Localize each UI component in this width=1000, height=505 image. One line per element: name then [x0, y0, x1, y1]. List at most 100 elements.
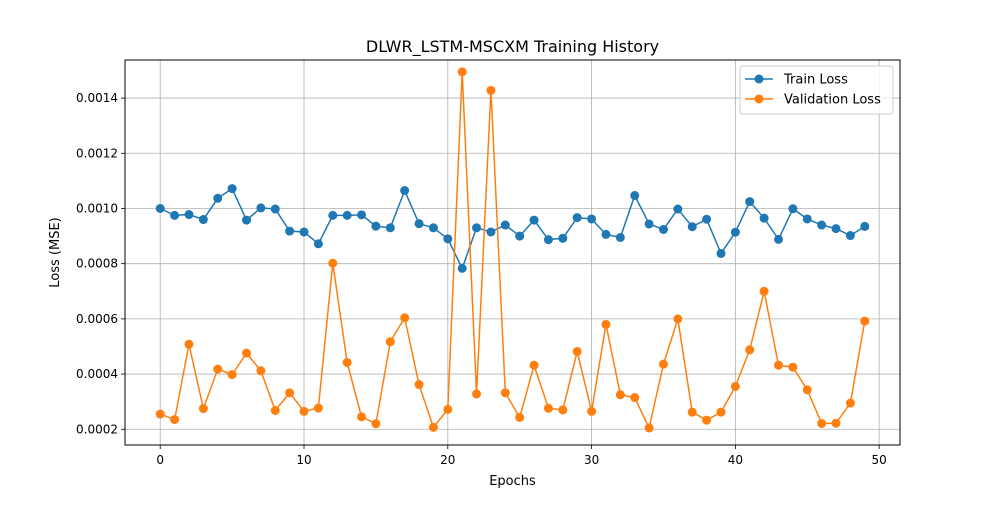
data-point-train-loss — [730, 227, 740, 237]
data-point-validation-loss — [774, 360, 783, 370]
data-point-train-loss — [357, 210, 367, 220]
data-point-train-loss — [371, 221, 381, 231]
data-point-train-loss — [845, 231, 855, 241]
data-point-validation-loss — [342, 357, 352, 367]
data-point-validation-loss — [227, 370, 237, 380]
data-point-validation-loss — [242, 348, 251, 358]
data-point-train-loss — [313, 239, 323, 249]
data-point-train-loss — [457, 263, 467, 273]
data-point-validation-loss — [601, 319, 611, 329]
data-point-train-loss — [831, 224, 841, 234]
data-point-validation-loss — [587, 406, 597, 416]
data-point-train-loss — [500, 220, 510, 230]
data-point-validation-loss — [730, 381, 740, 391]
y-tick-label: 0.0004 — [76, 367, 118, 381]
data-point-validation-loss — [658, 359, 668, 369]
data-point-validation-loss — [716, 407, 726, 417]
data-point-validation-loss — [170, 415, 180, 425]
x-tick-label: 10 — [296, 453, 311, 467]
data-point-train-loss — [213, 193, 223, 203]
legend-label-train-loss: Train Loss — [783, 73, 848, 88]
data-point-validation-loss — [443, 404, 453, 414]
data-point-validation-loss — [687, 407, 697, 417]
data-point-train-loss — [543, 235, 553, 245]
data-point-train-loss — [702, 214, 712, 224]
data-point-validation-loss — [558, 405, 568, 415]
plot-frame — [124, 59, 901, 446]
data-point-validation-loss — [831, 418, 841, 428]
data-point-validation-loss — [428, 422, 438, 432]
data-point-validation-loss — [457, 67, 467, 77]
series-layer — [155, 67, 870, 433]
data-point-validation-loss — [400, 313, 410, 323]
data-point-train-loss — [817, 220, 827, 230]
data-point-validation-loss — [184, 339, 194, 349]
data-point-train-loss — [256, 203, 266, 213]
data-point-validation-loss — [543, 403, 553, 413]
data-point-train-loss — [155, 203, 165, 213]
data-point-train-loss — [400, 186, 410, 196]
x-tick-label: 30 — [584, 453, 599, 467]
data-point-train-loss — [242, 215, 251, 225]
y-tick-label: 0.0014 — [76, 91, 118, 105]
series-validation-loss — [155, 67, 870, 433]
data-point-train-loss — [716, 248, 726, 258]
data-point-validation-loss — [759, 286, 769, 296]
data-point-validation-loss — [745, 345, 755, 355]
legend-marker-validation-loss — [754, 94, 764, 104]
legend-label-validation-loss: Validation Loss — [784, 93, 881, 108]
data-point-train-loss — [687, 222, 697, 232]
data-point-validation-loss — [285, 388, 295, 398]
data-point-train-loss — [601, 229, 611, 239]
data-point-validation-loss — [313, 403, 323, 413]
data-point-train-loss — [802, 214, 812, 224]
data-point-train-loss — [658, 224, 668, 234]
data-point-validation-loss — [357, 412, 367, 422]
data-point-validation-loss — [817, 418, 827, 428]
y-tick-label: 0.0006 — [76, 312, 118, 326]
data-point-train-loss — [644, 219, 654, 229]
data-point-validation-loss — [270, 406, 280, 415]
data-point-train-loss — [673, 204, 683, 214]
data-point-validation-loss — [802, 385, 812, 395]
data-point-train-loss — [270, 204, 280, 214]
y-tick-label: 0.0012 — [76, 146, 118, 160]
data-point-train-loss — [774, 234, 783, 244]
data-point-train-loss — [529, 215, 539, 225]
x-tick-label: 20 — [440, 453, 455, 467]
data-point-validation-loss — [198, 404, 208, 414]
data-point-validation-loss — [845, 398, 855, 408]
data-point-train-loss — [342, 210, 352, 220]
data-point-validation-loss — [414, 380, 424, 390]
data-point-validation-loss — [788, 362, 798, 372]
data-point-train-loss — [515, 231, 525, 241]
data-point-validation-loss — [472, 389, 482, 399]
x-axis: 0 10 20 30 40 50 — [156, 445, 887, 467]
y-tick-label: 0.0008 — [76, 257, 118, 271]
data-point-train-loss — [558, 233, 568, 243]
data-point-validation-loss — [500, 388, 510, 398]
x-tick-label: 0 — [156, 453, 164, 467]
data-point-train-loss — [587, 214, 597, 224]
data-point-validation-loss — [155, 409, 165, 419]
data-point-validation-loss — [860, 316, 870, 326]
y-axis-label: Loss (MSE) — [48, 217, 63, 287]
data-point-train-loss — [486, 227, 496, 237]
data-point-validation-loss — [256, 366, 266, 376]
legend-marker-train-loss — [754, 74, 764, 84]
data-point-train-loss — [572, 213, 582, 223]
legend: Train Loss Validation Loss — [739, 65, 894, 115]
x-tick-label: 50 — [872, 453, 887, 467]
data-point-train-loss — [759, 213, 769, 223]
data-point-validation-loss — [486, 85, 496, 95]
data-point-train-loss — [299, 227, 309, 237]
data-point-validation-loss — [529, 360, 539, 370]
data-point-train-loss — [285, 226, 295, 236]
data-point-validation-loss — [385, 337, 395, 347]
data-point-train-loss — [170, 210, 180, 220]
x-tick-label: 40 — [728, 453, 743, 467]
legend-box — [739, 65, 894, 115]
data-point-validation-loss — [213, 364, 223, 374]
